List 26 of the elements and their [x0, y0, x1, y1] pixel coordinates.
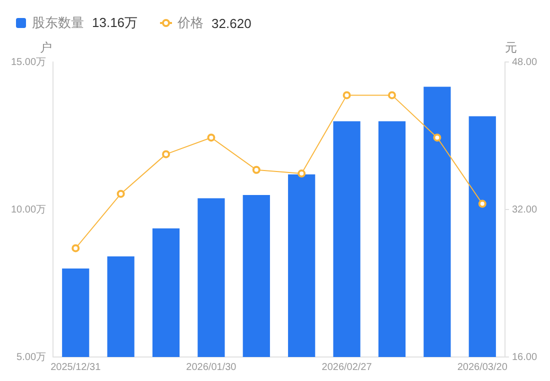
point — [298, 170, 306, 178]
y-tick-label: 10.00万 — [10, 204, 46, 216]
y-tick-label: 5.00万 — [16, 352, 46, 363]
x-tick-label: 2026/01/30 — [186, 362, 237, 373]
y2-tick-label: 48.00 — [512, 56, 538, 68]
legend-label: 价格 — [178, 14, 204, 32]
point — [252, 166, 260, 174]
text: 13.16万 — [92, 14, 138, 32]
point — [162, 150, 170, 158]
point — [342, 91, 351, 100]
y-tick-label: 15.00万 — [10, 56, 46, 68]
point — [116, 190, 125, 198]
point — [388, 91, 396, 100]
y2-axis-title: 元 — [504, 40, 517, 54]
y2-tick-label: 32.00 — [512, 204, 538, 216]
point — [72, 244, 80, 252]
point — [478, 200, 486, 208]
point — [207, 134, 216, 142]
y-axis-title: 户 — [40, 40, 52, 54]
point — [433, 134, 442, 142]
x-tick-label: 2026/02/27 — [322, 362, 372, 373]
x-tick-label: 2025/12/31 — [50, 362, 102, 373]
legend-label: 股东数量 — [32, 14, 84, 32]
x-tick-label: 2026/03/20 — [457, 362, 508, 373]
y2-tick-label: 16.00 — [512, 352, 538, 363]
text: 32.620 — [212, 16, 252, 30]
